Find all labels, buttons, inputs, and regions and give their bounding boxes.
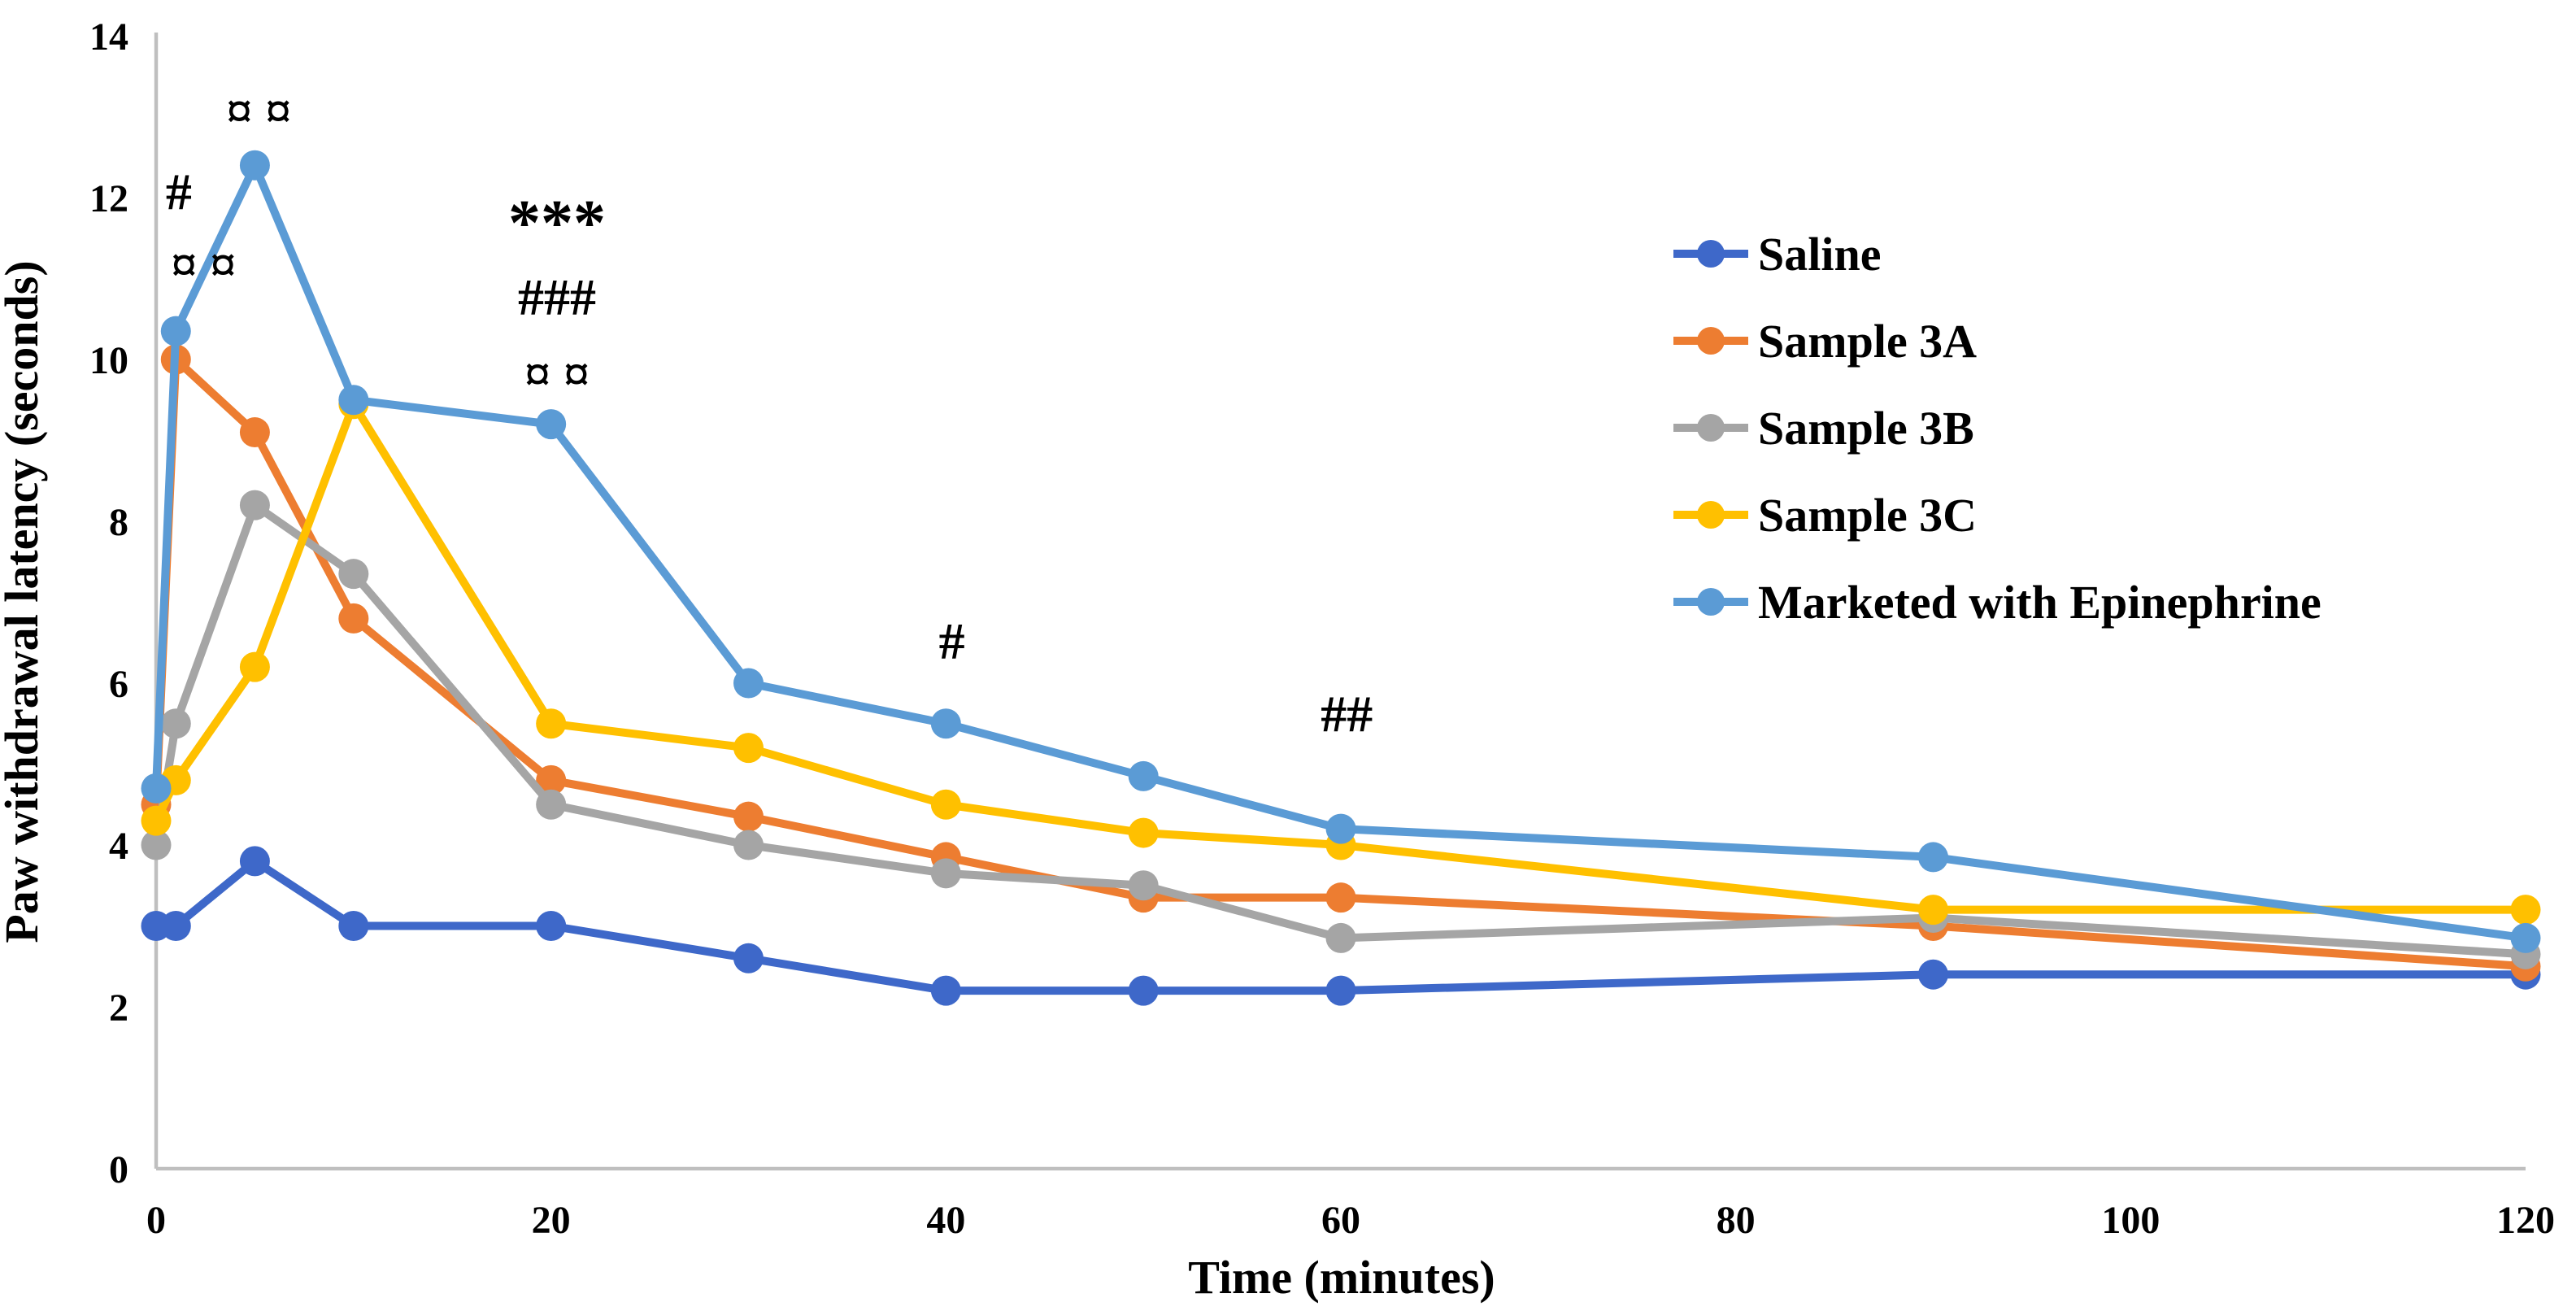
y-axis-title: Paw withdrawal latency (seconds) <box>0 260 48 943</box>
data-point <box>1128 760 1159 791</box>
x-tick-label: 60 <box>1321 1199 1360 1242</box>
data-point <box>239 150 270 181</box>
legend-item: Sample 3C <box>1673 489 1977 542</box>
data-point <box>338 911 369 941</box>
data-point <box>239 846 270 877</box>
legend-marker-dot <box>1697 327 1725 355</box>
data-point <box>536 911 567 941</box>
data-point <box>1325 975 1356 1006</box>
data-point <box>160 911 191 941</box>
data-point <box>536 789 567 820</box>
data-point <box>1325 813 1356 844</box>
data-point <box>141 830 172 860</box>
significance-annotations: #¤ ¤¤ ¤***###¤ ¤### <box>166 82 1373 743</box>
data-point <box>160 708 191 739</box>
y-tick-label: 12 <box>89 177 128 220</box>
legend-marker-dot <box>1697 414 1725 442</box>
data-point <box>733 943 764 973</box>
series-sample-3b <box>141 490 2541 969</box>
data-point <box>733 668 764 699</box>
annotation-label: *** <box>508 188 606 259</box>
x-axis-title: Time (minutes) <box>1188 1251 1495 1304</box>
data-point <box>2510 922 2541 953</box>
axes <box>154 33 2526 1171</box>
y-tick-label: 0 <box>109 1148 128 1191</box>
data-point <box>239 651 270 682</box>
legend-item: Marketed with Epinephrine <box>1673 576 2321 629</box>
series-sample-3a <box>141 344 2541 982</box>
data-point <box>1918 895 1948 926</box>
legend-marker-dot <box>1697 501 1725 529</box>
x-tick-label: 40 <box>926 1199 965 1242</box>
data-point <box>733 830 764 860</box>
legend-label: Sample 3B <box>1758 402 1974 455</box>
legend-item: Sample 3A <box>1673 315 1977 368</box>
x-tick-label: 80 <box>1717 1199 1756 1242</box>
data-point <box>733 733 764 764</box>
data-point <box>239 490 270 520</box>
y-tick-label: 8 <box>109 501 128 544</box>
legend-marker-dot <box>1697 240 1725 268</box>
data-point <box>536 764 567 795</box>
data-point <box>338 559 369 590</box>
legend-label: Sample 3A <box>1758 315 1977 368</box>
data-point <box>141 773 172 804</box>
data-point <box>1918 842 1948 873</box>
y-tick-label: 6 <box>109 663 128 706</box>
series-marketed-with-epinephrine <box>141 150 2541 953</box>
legend-label: Sample 3C <box>1758 489 1977 542</box>
series-saline <box>141 846 2541 1006</box>
annotation-label: # <box>939 612 965 670</box>
data-point <box>930 858 961 889</box>
data-point <box>141 805 172 836</box>
data-point <box>536 409 567 440</box>
annotation-label: ¤ ¤ <box>171 236 236 294</box>
data-point <box>930 708 961 739</box>
x-tick-label: 120 <box>2496 1199 2555 1242</box>
annotation-label: ¤ ¤ <box>524 346 590 403</box>
series-sample-3c <box>141 389 2541 926</box>
data-point <box>239 417 270 448</box>
legend: Saline Sample 3A Sample 3B Sample 3C Markete… <box>1673 228 2321 629</box>
data-point <box>160 316 191 346</box>
legend-marker-dot <box>1697 588 1725 616</box>
y-tick-label: 2 <box>109 987 128 1030</box>
data-point <box>338 385 369 416</box>
legend-label: Marketed with Epinephrine <box>1758 576 2321 629</box>
data-point <box>1325 922 1356 953</box>
legend-item: Saline <box>1673 228 1882 281</box>
y-axis-tick-labels: 0 2 4 6 8 10 12 14 <box>89 15 128 1191</box>
y-tick-label: 10 <box>89 339 128 382</box>
x-tick-label: 100 <box>2101 1199 2160 1242</box>
data-series <box>141 150 2541 1006</box>
data-point <box>930 975 961 1006</box>
x-axis-tick-labels: 0 20 40 60 80 100 120 <box>146 1199 2555 1242</box>
data-point <box>733 801 764 832</box>
annotation-label: ## <box>1321 685 1373 743</box>
data-point <box>1918 959 1948 990</box>
data-point <box>2510 895 2541 926</box>
annotation-label: ¤ ¤ <box>226 82 291 140</box>
data-point <box>1325 882 1356 913</box>
data-point <box>536 708 567 739</box>
y-tick-label: 14 <box>89 15 128 59</box>
data-point <box>1128 870 1159 901</box>
data-point <box>1128 817 1159 848</box>
data-point <box>930 789 961 820</box>
data-point <box>1128 975 1159 1006</box>
x-tick-label: 20 <box>532 1199 571 1242</box>
annotation-label: ### <box>518 268 596 326</box>
data-point <box>338 603 369 634</box>
y-tick-label: 4 <box>109 825 128 868</box>
legend-item: Sample 3B <box>1673 402 1974 455</box>
legend-label: Saline <box>1758 228 1882 281</box>
x-tick-label: 0 <box>146 1199 166 1242</box>
annotation-label: # <box>166 163 192 221</box>
